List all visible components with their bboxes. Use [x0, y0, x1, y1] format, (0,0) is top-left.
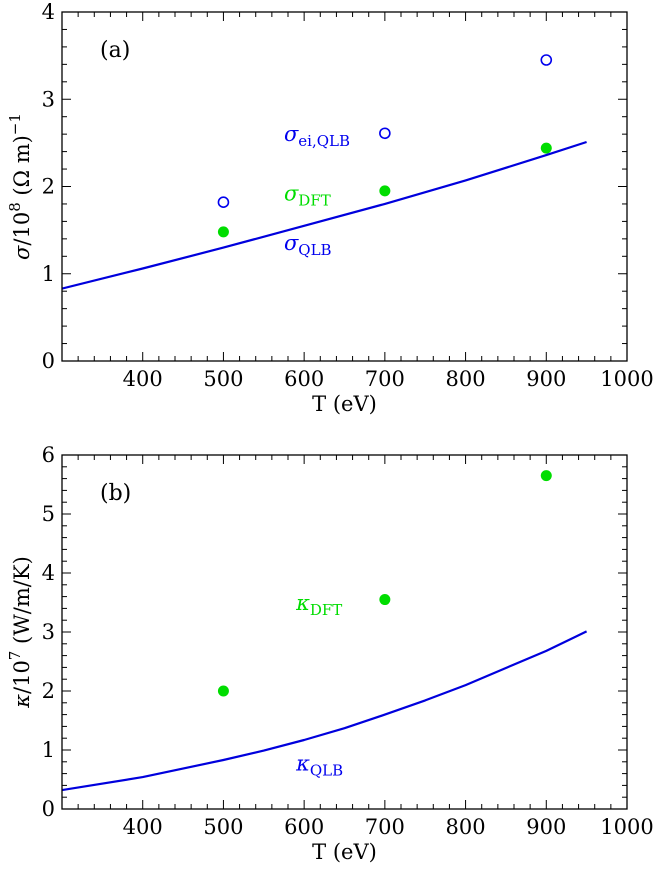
- x-tick-label: 800: [446, 815, 486, 839]
- x-tick-label: 400: [123, 367, 163, 391]
- y-tick-label: 1: [42, 738, 55, 762]
- data-point-σ_ei,QLB: [379, 127, 391, 140]
- y-axis-label: κ/107 (W/m/K): [6, 556, 34, 709]
- data-point-σ_DFT: [379, 185, 391, 197]
- y-tick-label: 3: [42, 620, 55, 644]
- data-point-σ_ei,QLB: [540, 54, 553, 66]
- series-line-σ_QLB: [62, 140, 587, 290]
- x-tick-label: 900: [526, 815, 566, 839]
- y-tick-label: 1: [42, 262, 55, 286]
- y-tick-label: 5: [42, 502, 55, 526]
- x-tick-label: 500: [203, 815, 243, 839]
- y-tick-label: 0: [42, 797, 55, 821]
- data-point-κ_DFT: [540, 470, 552, 482]
- x-tick-label: 700: [365, 367, 405, 391]
- y-tick-label: 6: [42, 443, 55, 467]
- panel-label: (b): [100, 481, 131, 506]
- series-line-κ_QLB: [62, 630, 588, 792]
- x-tick-label: 900: [526, 367, 566, 391]
- x-axis-label: T (eV): [312, 392, 377, 416]
- data-point-σ_DFT: [217, 226, 229, 238]
- y-tick-label: 2: [42, 679, 55, 703]
- data-point-σ_DFT: [540, 142, 552, 154]
- plot-frame: [61, 11, 628, 362]
- series-annotation: σei,QLB: [284, 122, 350, 150]
- x-tick-label: 1000: [600, 815, 653, 839]
- series-annotation: σDFT: [284, 181, 331, 209]
- y-tick-label: 2: [42, 175, 55, 199]
- x-tick-label: 400: [123, 815, 163, 839]
- x-tick-label: 700: [365, 815, 405, 839]
- panel-a: 400 500 600 700 800 900 1000 0 1 2 3 4 T (eV) σ/108 (…: [6, 0, 654, 416]
- panel-label: (a): [100, 38, 130, 63]
- series-annotation: κQLB: [295, 752, 343, 780]
- series-annotation: σQLB: [284, 231, 332, 259]
- data-point-κ_DFT: [379, 594, 391, 606]
- y-tick-label: 4: [42, 561, 55, 585]
- y-tick-label: 4: [42, 0, 55, 24]
- y-tick-label: 0: [42, 349, 55, 373]
- x-tick-label: 500: [203, 367, 243, 391]
- x-tick-label: 600: [284, 815, 324, 839]
- plot-frame: [61, 454, 628, 810]
- panel-b: 400 500 600 700 800 900 1000 0 1 2 3 4 5 6 T (eV) κ/107…: [6, 443, 654, 864]
- data-point-κ_DFT: [217, 685, 229, 697]
- data-point-σ_ei,QLB: [217, 196, 230, 209]
- x-tick-label: 800: [446, 367, 486, 391]
- x-axis-label: T (eV): [312, 840, 377, 864]
- y-tick-label: 3: [42, 87, 55, 111]
- x-tick-label: 1000: [600, 367, 653, 391]
- y-axis-label: σ/108 (Ω m)−1: [6, 113, 34, 260]
- series-annotation: κDFT: [295, 591, 342, 619]
- x-tick-label: 600: [284, 367, 324, 391]
